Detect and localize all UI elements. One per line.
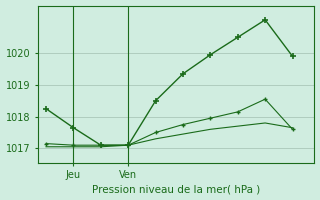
X-axis label: Pression niveau de la mer( hPa ): Pression niveau de la mer( hPa ) [92, 184, 260, 194]
